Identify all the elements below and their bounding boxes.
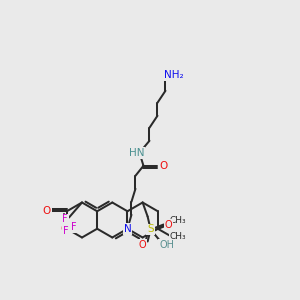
Text: O: O [139,239,146,250]
Text: O: O [61,224,69,234]
Text: N: N [124,224,131,234]
Text: F: F [71,223,77,232]
Text: S: S [147,224,154,235]
Text: OH: OH [159,239,174,250]
Text: O: O [165,220,172,230]
Text: CH₃: CH₃ [169,232,186,241]
Text: CH₃: CH₃ [169,216,186,225]
Text: F: F [62,214,68,224]
Text: F: F [63,226,69,236]
Text: O: O [159,161,168,171]
Text: O: O [43,206,51,216]
Text: NH₂: NH₂ [164,70,183,80]
Text: HN: HN [129,148,144,158]
